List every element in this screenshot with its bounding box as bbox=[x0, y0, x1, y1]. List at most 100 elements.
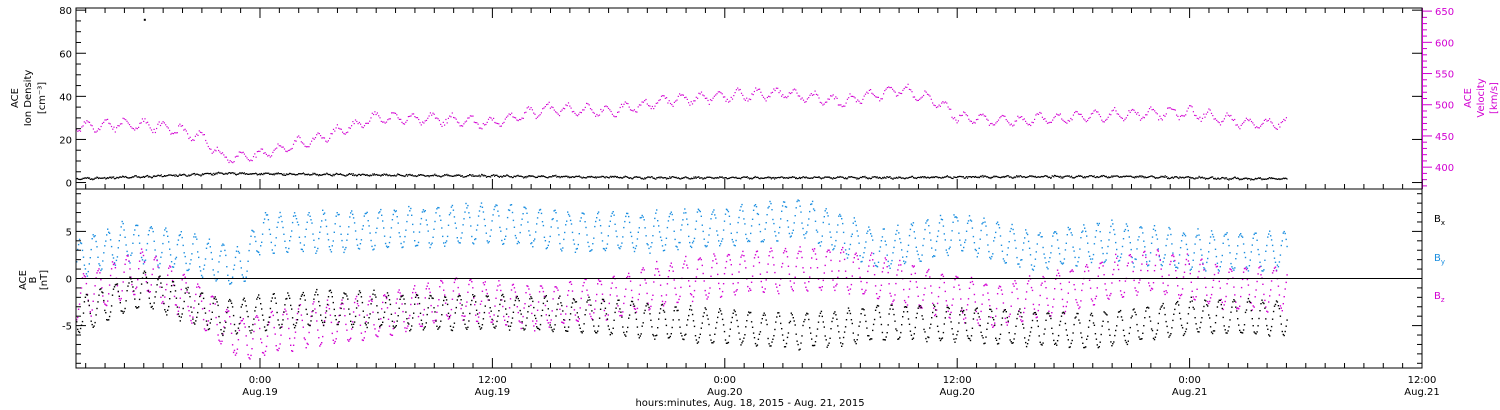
density-point bbox=[605, 176, 607, 178]
by-point bbox=[653, 225, 655, 227]
bz-point bbox=[816, 267, 819, 269]
density-point bbox=[539, 175, 541, 177]
bz-point bbox=[683, 263, 685, 265]
bz-point bbox=[798, 250, 800, 252]
velocity-point bbox=[303, 143, 305, 145]
by-point bbox=[233, 264, 236, 266]
bz-point bbox=[796, 257, 798, 259]
bz-point bbox=[1164, 293, 1166, 296]
density-point bbox=[1189, 176, 1191, 178]
by-point bbox=[226, 266, 228, 268]
bz-point bbox=[873, 274, 876, 276]
by-point bbox=[1112, 223, 1114, 225]
density-point bbox=[331, 175, 333, 177]
density-point bbox=[1263, 178, 1265, 180]
bz-point bbox=[391, 334, 394, 336]
by-point bbox=[442, 235, 444, 238]
bz-point bbox=[778, 292, 780, 295]
velocity-point bbox=[645, 98, 647, 101]
bz-point bbox=[658, 270, 660, 273]
velocity-point bbox=[765, 100, 767, 102]
bz-point bbox=[1115, 253, 1117, 256]
velocity-point bbox=[227, 159, 229, 161]
by-point bbox=[628, 215, 630, 218]
velocity-point bbox=[852, 95, 854, 97]
velocity-point bbox=[1143, 117, 1145, 119]
by-point bbox=[1176, 266, 1178, 268]
density-point bbox=[120, 176, 122, 178]
by-point bbox=[514, 234, 517, 237]
density-point bbox=[126, 176, 128, 178]
velocity-point bbox=[258, 150, 260, 152]
by-point bbox=[534, 238, 536, 240]
bz-point bbox=[1054, 288, 1056, 290]
bz-point bbox=[1244, 267, 1247, 269]
bz-point bbox=[466, 301, 468, 303]
density-point bbox=[401, 175, 403, 177]
velocity-point bbox=[680, 94, 682, 96]
by-point bbox=[642, 216, 644, 218]
bz-series bbox=[76, 246, 1288, 360]
by-point bbox=[110, 245, 113, 248]
bz-point bbox=[287, 318, 289, 320]
density-point bbox=[1079, 175, 1081, 177]
by-point bbox=[614, 223, 616, 225]
bz-point bbox=[148, 291, 150, 293]
bz-point bbox=[971, 280, 974, 283]
by-point bbox=[995, 231, 997, 234]
velocity-point bbox=[904, 86, 907, 88]
by-point bbox=[435, 212, 437, 214]
bz-point bbox=[566, 305, 568, 308]
density-point bbox=[407, 174, 409, 176]
bz-point bbox=[176, 313, 179, 316]
by-point bbox=[1092, 253, 1095, 256]
by-point bbox=[1096, 222, 1098, 225]
density-point bbox=[362, 173, 364, 175]
density-point bbox=[386, 174, 388, 176]
bz-point bbox=[1230, 268, 1232, 271]
density-point bbox=[1101, 175, 1103, 178]
density-point bbox=[960, 175, 962, 178]
density-point bbox=[563, 175, 565, 177]
density-point bbox=[719, 176, 722, 178]
density-point bbox=[154, 175, 156, 178]
by-point bbox=[684, 208, 686, 210]
by-point bbox=[269, 233, 272, 235]
bz-point bbox=[964, 322, 966, 324]
density-point bbox=[94, 177, 96, 179]
density-point bbox=[871, 176, 873, 178]
bz-point bbox=[127, 255, 129, 257]
density-point bbox=[555, 174, 557, 176]
bx-point bbox=[119, 302, 121, 304]
density-point bbox=[1159, 176, 1161, 178]
density-point bbox=[1152, 176, 1154, 178]
velocity-point bbox=[242, 151, 244, 153]
by-point bbox=[310, 219, 312, 221]
bz-point bbox=[669, 265, 671, 267]
bz-point bbox=[987, 292, 989, 294]
velocity-point bbox=[1049, 121, 1051, 123]
velocity-point bbox=[1021, 116, 1023, 118]
by-point bbox=[507, 209, 510, 211]
bz-point bbox=[763, 291, 765, 293]
by-point bbox=[557, 227, 559, 229]
by-point bbox=[982, 221, 984, 224]
bz-point bbox=[894, 294, 896, 296]
by-point bbox=[108, 231, 110, 233]
density-point bbox=[1129, 175, 1132, 177]
density-point bbox=[261, 173, 263, 175]
by-point bbox=[717, 234, 719, 236]
by-point bbox=[1004, 262, 1006, 264]
density-point bbox=[905, 177, 907, 179]
density-point bbox=[1047, 177, 1049, 179]
by-point bbox=[320, 226, 322, 228]
bz-point bbox=[1191, 290, 1193, 292]
by-point bbox=[719, 243, 722, 245]
bz-point bbox=[548, 326, 550, 328]
by-point bbox=[1247, 270, 1250, 272]
density-point bbox=[607, 177, 609, 179]
by-point bbox=[1149, 252, 1152, 254]
by-point bbox=[186, 269, 188, 272]
bz-point bbox=[538, 291, 541, 293]
density-point bbox=[522, 176, 524, 178]
